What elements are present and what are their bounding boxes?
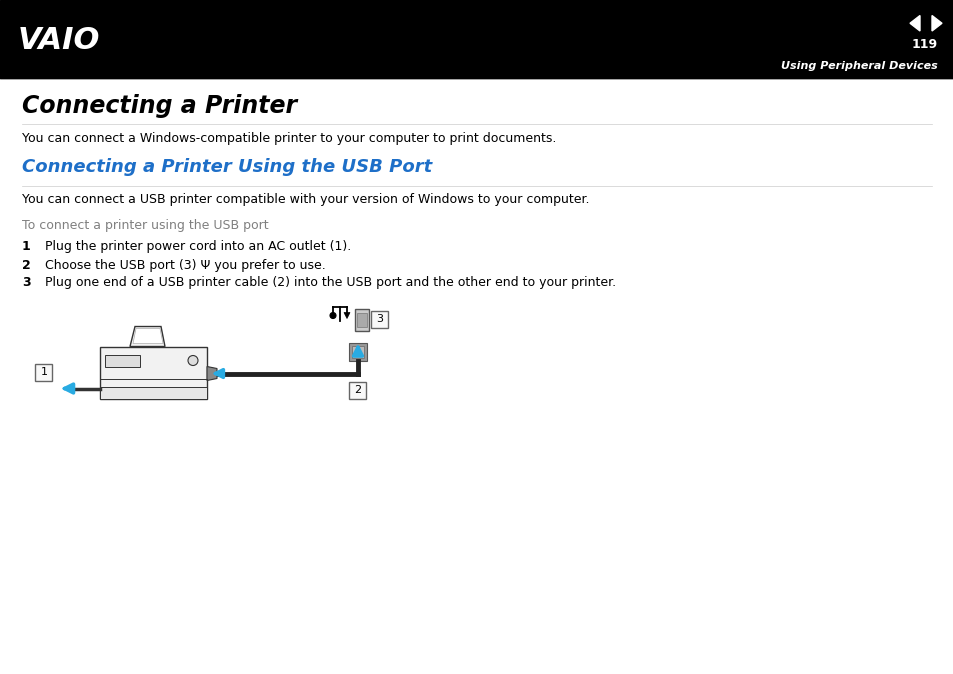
Text: Connecting a Printer: Connecting a Printer: [22, 94, 296, 117]
Polygon shape: [100, 346, 207, 398]
Text: Choose the USB port (3) Ψ you prefer to use.: Choose the USB port (3) Ψ you prefer to …: [45, 259, 325, 272]
Text: 3: 3: [22, 276, 30, 288]
Polygon shape: [909, 16, 919, 31]
Polygon shape: [130, 326, 165, 346]
Text: To connect a printer using the USB port: To connect a printer using the USB port: [22, 218, 269, 231]
Bar: [100, 386, 207, 398]
Bar: [349, 342, 367, 361]
Text: Using Peripheral Devices: Using Peripheral Devices: [781, 61, 937, 71]
Text: 119: 119: [911, 38, 937, 51]
Bar: [0, 0, 953, 78]
Polygon shape: [931, 16, 941, 31]
Text: Plug the printer power cord into an AC outlet (1).: Plug the printer power cord into an AC o…: [45, 239, 351, 253]
Bar: [105, 355, 140, 367]
Text: 2: 2: [354, 385, 360, 395]
Text: Connecting a Printer Using the USB Port: Connecting a Printer Using the USB Port: [22, 158, 432, 175]
Polygon shape: [207, 367, 216, 381]
Circle shape: [330, 313, 335, 319]
FancyBboxPatch shape: [349, 381, 366, 398]
FancyBboxPatch shape: [35, 363, 52, 381]
Polygon shape: [132, 328, 163, 344]
Text: VAIO: VAIO: [18, 26, 100, 55]
Text: You can connect a USB printer compatible with your version of Windows to your co: You can connect a USB printer compatible…: [22, 193, 589, 206]
Polygon shape: [344, 313, 350, 319]
Text: 1: 1: [22, 239, 30, 253]
Bar: [356, 313, 367, 326]
Bar: [352, 346, 364, 357]
Circle shape: [188, 355, 198, 365]
Bar: [355, 309, 369, 330]
Text: Plug one end of a USB printer cable (2) into the USB port and the other end to y: Plug one end of a USB printer cable (2) …: [45, 276, 616, 288]
Text: 1: 1: [40, 367, 48, 377]
FancyBboxPatch shape: [371, 311, 388, 328]
Text: You can connect a Windows-compatible printer to your computer to print documents: You can connect a Windows-compatible pri…: [22, 131, 556, 144]
Text: 2: 2: [22, 259, 30, 272]
Text: 3: 3: [375, 314, 382, 324]
